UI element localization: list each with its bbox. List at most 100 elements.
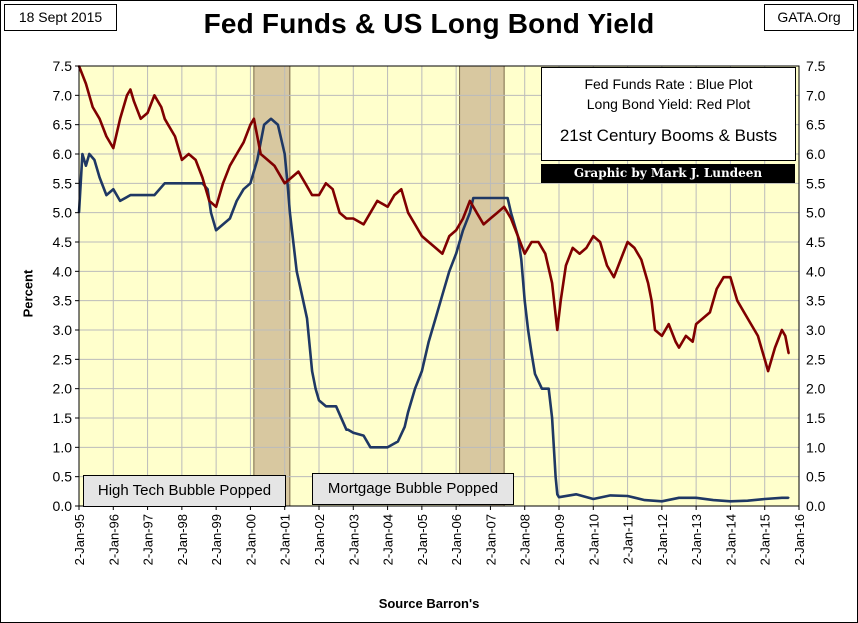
fed-funds-point <box>780 496 783 499</box>
y-tick-right: 6.0 <box>806 146 826 162</box>
long-bond-point <box>523 252 526 255</box>
long-bond-point <box>787 352 790 355</box>
fed-funds-point <box>468 211 471 214</box>
fed-funds-point <box>105 194 108 196</box>
long-bond-point <box>386 205 389 208</box>
y-tick-right: 5.0 <box>806 205 826 221</box>
long-bond-point <box>489 217 492 220</box>
long-bond-point <box>126 94 128 97</box>
fed-funds-point <box>712 499 715 502</box>
x-tick-label: 2-Jan-01 <box>278 514 293 565</box>
long-bond-point <box>407 211 410 214</box>
x-axis-title: Source Barron's <box>378 596 480 611</box>
x-tick-label: 2-Jan-14 <box>723 514 738 565</box>
long-bond-point <box>331 188 334 191</box>
long-bond-point <box>482 223 485 226</box>
fed-funds-point <box>746 499 749 502</box>
fed-funds-point <box>314 387 317 390</box>
long-bond-point <box>722 276 725 279</box>
x-tick-label: 2-Jan-15 <box>758 514 773 565</box>
credit-label: Graphic by Mark J. Lundeen <box>541 164 795 183</box>
long-bond-point <box>468 200 471 202</box>
x-tick-label: 2-Jan-00 <box>243 514 258 565</box>
long-bond-point <box>119 117 122 120</box>
long-bond-point <box>729 276 732 279</box>
long-bond-point <box>767 370 770 372</box>
long-bond-point <box>475 211 478 214</box>
long-bond-point <box>235 153 238 155</box>
fed-funds-point <box>288 211 291 214</box>
y-tick-left: 6.0 <box>53 146 73 162</box>
long-bond-point <box>105 135 108 138</box>
long-bond-point <box>318 194 320 196</box>
y-tick-left: 2.5 <box>53 351 73 367</box>
long-bond-point <box>455 229 458 232</box>
long-bond-point <box>612 276 615 279</box>
long-bond-point <box>91 106 94 108</box>
long-bond-point <box>242 141 245 144</box>
long-bond-point <box>599 241 602 243</box>
fed-funds-point <box>499 197 502 199</box>
fed-funds-point <box>112 188 115 191</box>
long-bond-point <box>180 158 183 161</box>
long-bond-point <box>619 258 622 261</box>
y-tick-right: 0.0 <box>806 498 826 514</box>
long-bond-point <box>743 311 746 314</box>
fed-funds-point <box>191 182 194 185</box>
long-bond-point <box>691 340 694 343</box>
long-bond-point <box>650 299 653 302</box>
fed-funds-point <box>153 194 156 196</box>
long-bond-point <box>667 323 670 326</box>
x-tick-label: 2-Jan-99 <box>209 514 224 565</box>
y-tick-left: 0.5 <box>53 469 73 485</box>
y-tick-left: 0.0 <box>53 498 73 514</box>
long-bond-point <box>324 182 327 185</box>
long-bond-point <box>201 176 204 179</box>
long-bond-point <box>252 117 255 120</box>
fed-funds-point <box>81 153 84 155</box>
long-bond-point <box>585 246 588 249</box>
fed-funds-point <box>527 329 530 331</box>
fed-funds-point <box>129 194 132 196</box>
long-bond-point <box>496 211 499 214</box>
fed-funds-point <box>249 182 252 185</box>
fed-funds-point <box>235 200 238 202</box>
long-bond-point <box>571 246 574 249</box>
y-tick-right: 1.0 <box>806 439 826 455</box>
fed-funds-point <box>324 405 327 408</box>
fed-funds-point <box>228 217 231 220</box>
long-bond-point <box>420 235 423 238</box>
long-bond-point <box>633 246 636 249</box>
long-bond-point <box>695 323 698 326</box>
x-tick-label: 2-Jan-07 <box>483 514 498 565</box>
long-bond-point <box>626 241 629 243</box>
fed-funds-point <box>292 241 295 243</box>
x-tick-label: 2-Jan-97 <box>141 514 156 565</box>
y-tick-right: 5.5 <box>806 175 826 191</box>
long-bond-point <box>338 211 341 214</box>
y-tick-left: 5.0 <box>53 205 73 221</box>
long-bond-point <box>376 200 379 202</box>
y-tick-left: 7.5 <box>53 58 73 74</box>
long-bond-point <box>146 112 149 114</box>
fed-funds-point <box>544 387 547 390</box>
fed-funds-point <box>362 434 365 437</box>
x-tick-label: 2-Jan-05 <box>415 514 430 565</box>
fed-funds-point <box>558 496 560 499</box>
long-bond-point <box>640 258 643 261</box>
fed-funds-point <box>242 188 245 191</box>
long-bond-point <box>283 182 286 185</box>
y-tick-right: 2.5 <box>806 351 826 367</box>
long-bond-point <box>84 82 87 85</box>
y-tick-right: 6.5 <box>806 117 826 133</box>
fed-funds-point <box>434 317 437 320</box>
fed-funds-point <box>551 417 554 419</box>
long-bond-point <box>187 153 190 155</box>
fed-funds-point <box>695 496 698 499</box>
y-axis-title: Percent <box>20 269 36 318</box>
long-bond-point <box>660 334 663 337</box>
x-tick-label: 2-Jan-12 <box>655 514 670 565</box>
x-tick-label: 2-Jan-98 <box>175 514 190 565</box>
fed-funds-point <box>210 211 212 214</box>
long-bond-point <box>544 252 547 255</box>
